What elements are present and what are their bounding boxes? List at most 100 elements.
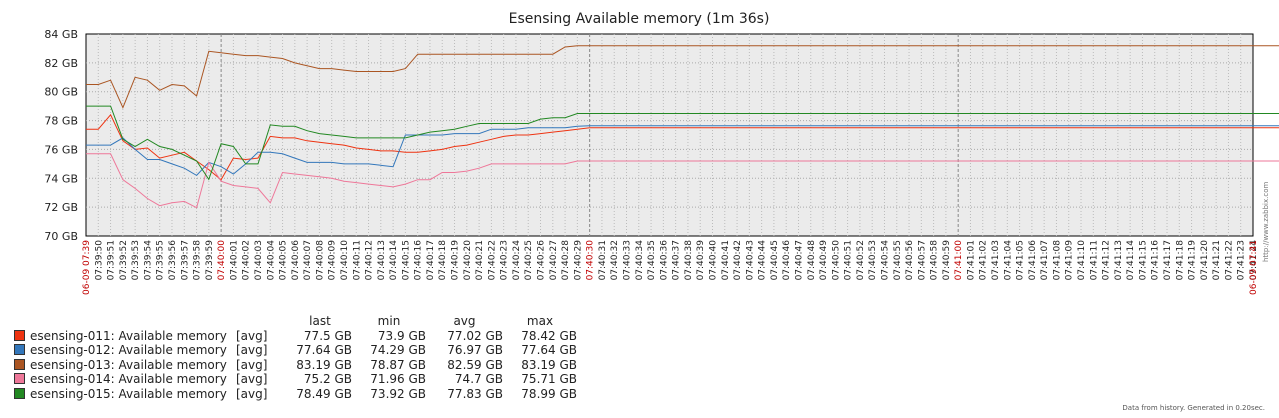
x-tick-label: 07:41:06	[1028, 240, 1038, 281]
x-tick-label: 07:40:07	[303, 240, 313, 280]
x-tick-label: 07:40:35	[647, 240, 657, 280]
legend-row: esensing-012: Available memory [avg] 77.…	[14, 343, 577, 358]
x-tick-label: 07:41:09	[1065, 240, 1075, 281]
x-tick-label: 07:40:51	[844, 240, 854, 280]
legend-swatch	[14, 344, 25, 355]
y-tick-label: 84 GB	[44, 28, 78, 41]
legend-fn: [avg]	[236, 386, 268, 401]
legend-max: 77.64 GB	[521, 343, 577, 357]
legend-min: 71.96 GB	[370, 372, 426, 386]
legend-header-last: last	[309, 314, 331, 328]
x-tick-label: 07:41:24	[1249, 240, 1259, 281]
legend-min: 78.87 GB	[370, 357, 426, 372]
generation-footer: Data from history. Generated in 0.20sec.	[1122, 404, 1265, 412]
x-tick-label: 07:40:50	[831, 240, 841, 281]
x-tick-label: 07:40:43	[745, 240, 755, 280]
series-line-2	[86, 125, 1279, 177]
x-tick-label: 07:41:03	[991, 240, 1001, 280]
x-tick-label: 07:41:19	[1188, 240, 1198, 281]
series-line-5	[86, 105, 1279, 181]
x-tick-label: 07:40:22	[487, 240, 497, 280]
x-tick-label: 07:39:57	[180, 240, 190, 280]
x-tick-label: 07:40:14	[389, 240, 399, 281]
legend-last: 75.2 GB	[303, 372, 352, 386]
series-line-4	[86, 153, 1279, 209]
chart-title: Esensing Available memory (1m 36s)	[509, 11, 770, 27]
x-end-label: 06-09 07:41	[1249, 240, 1259, 295]
legend-avg: 77.02 GB	[447, 328, 503, 343]
x-tick-label: 07:40:21	[475, 240, 485, 280]
x-tick-label: 07:40:18	[438, 240, 448, 281]
legend-series-name: esensing-013: Available memory	[30, 357, 227, 372]
y-tick-label: 78 GB	[44, 115, 78, 128]
legend-max: 78.42 GB	[521, 328, 577, 343]
x-tick-label: 07:40:06	[291, 240, 301, 281]
x-tick-label: 07:40:49	[819, 240, 829, 281]
x-tick-label: 07:41:23	[1237, 240, 1247, 280]
x-tick-label: 07:40:16	[414, 240, 424, 281]
x-tick-label: 07:40:46	[782, 240, 792, 281]
series-line-1	[86, 113, 1279, 181]
x-tick-label: 07:40:08	[315, 240, 325, 281]
x-tick-label: 07:41:05	[1016, 240, 1026, 280]
legend-series-name: esensing-012: Available memory	[30, 343, 227, 357]
legend-avg: 77.83 GB	[447, 386, 503, 401]
x-tick-label: 07:40:37	[672, 240, 682, 280]
x-tick-label: 07:41:16	[1151, 240, 1161, 281]
legend-swatch	[14, 387, 25, 399]
x-tick-label: 07:39:54	[143, 240, 153, 281]
x-tick-label: 07:40:10	[340, 240, 350, 281]
zabbix-url-label: http://www.zabbix.com	[1262, 181, 1270, 262]
x-tick-label: 07:40:27	[549, 240, 559, 280]
x-tick-label: 07:40:23	[500, 240, 510, 280]
x-tick-label: 07:41:00	[954, 240, 964, 281]
x-tick-label: 07:40:29	[573, 240, 583, 281]
legend-swatch	[14, 329, 25, 341]
x-tick-label: 07:41:15	[1138, 240, 1148, 280]
legend-min: 74.29 GB	[370, 343, 426, 357]
x-tick-label: 07:41:02	[979, 240, 989, 280]
y-tick-label: 72 GB	[44, 201, 78, 214]
x-tick-label: 07:40:47	[794, 240, 804, 280]
x-tick-label: 07:40:19	[451, 240, 461, 281]
x-tick-label: 07:41:14	[1126, 240, 1136, 281]
x-tick-label: 07:40:11	[352, 240, 362, 280]
y-tick-label: 82 GB	[44, 57, 78, 70]
x-tick-label: 07:39:55	[156, 240, 166, 280]
x-tick-label: 07:41:12	[1102, 240, 1112, 280]
legend-header-avg: avg	[453, 314, 476, 328]
x-tick-label: 07:39:58	[193, 240, 203, 281]
x-tick-label: 07:40:32	[610, 240, 620, 280]
legend-row: esensing-014: Available memory [avg] 75.…	[14, 372, 577, 387]
legend-fn: [avg]	[236, 343, 268, 357]
x-tick-label: 07:40:30	[586, 240, 596, 281]
y-tick-label: 74 GB	[44, 172, 78, 185]
legend-fn: [avg]	[236, 372, 268, 386]
x-tick-label: 07:40:53	[868, 240, 878, 280]
x-tick-label: 07:40:33	[623, 240, 633, 280]
x-tick-label: 07:40:41	[721, 240, 731, 280]
legend-row: esensing-015: Available memory [avg] 78.…	[14, 387, 577, 402]
x-tick-label: 07:40:55	[893, 240, 903, 280]
y-tick-label: 70 GB	[44, 230, 78, 243]
x-tick-label: 07:39:56	[168, 240, 178, 281]
series-line-3	[86, 45, 1279, 109]
x-tick-label: 07:40:59	[942, 240, 952, 281]
legend-last: 77.5 GB	[303, 328, 352, 343]
x-tick-label: 07:40:44	[758, 240, 768, 281]
series-lines	[86, 45, 1279, 209]
legend-row: esensing-011: Available memory [avg] 77.…	[14, 329, 577, 344]
x-tick-label: 07:40:52	[856, 240, 866, 280]
x-tick-label: 07:40:13	[377, 240, 387, 280]
legend: last min avg max esensing-011: Available…	[14, 314, 577, 401]
x-tick-label: 07:41:21	[1212, 240, 1222, 280]
x-tick-label: 07:40:12	[365, 240, 375, 280]
legend-header-min: min	[377, 314, 401, 328]
x-tick-label: 07:40:34	[635, 240, 645, 281]
legend-header-max: max	[526, 314, 554, 328]
x-tick-label: 07:40:42	[733, 240, 743, 280]
legend-row: esensing-013: Available memory [avg] 83.…	[14, 358, 577, 373]
x-tick-label: 07:40:39	[696, 240, 706, 281]
x-tick-label: 07:40:24	[512, 240, 522, 281]
